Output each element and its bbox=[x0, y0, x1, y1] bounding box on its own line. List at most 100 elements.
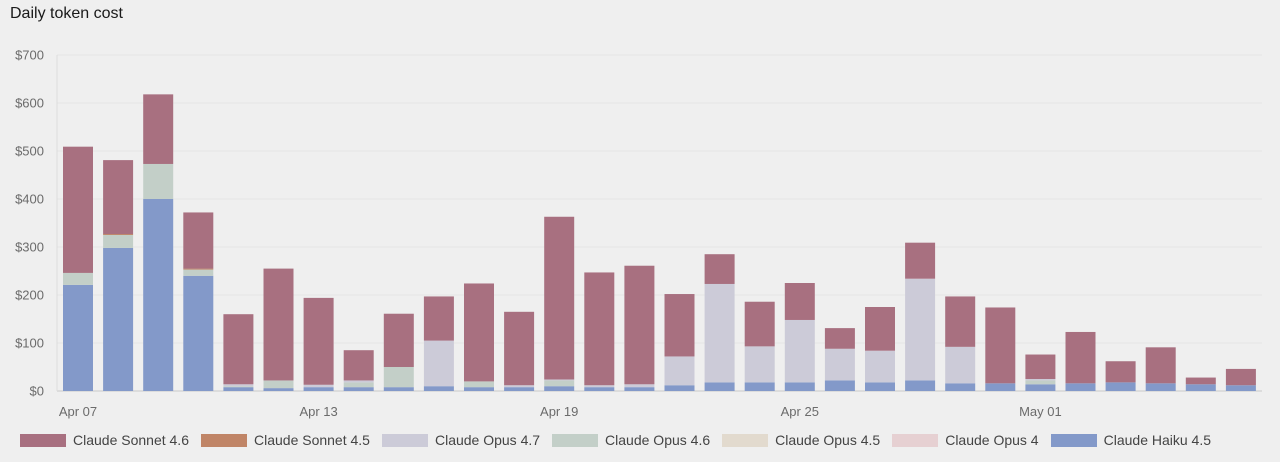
bar-segment-claude-haiku-4-5-12[interactable] bbox=[544, 386, 575, 391]
bar-segment-claude-opus-4-6-8[interactable] bbox=[383, 367, 414, 388]
bar-segment-claude-haiku-4-5-8[interactable] bbox=[383, 387, 414, 391]
bar-segment-claude-sonnet-4-6-1[interactable] bbox=[103, 160, 134, 235]
bar-segment-claude-sonnet-4-6-24[interactable] bbox=[1025, 354, 1056, 379]
bar-segment-claude-opus-4-7-12[interactable] bbox=[544, 379, 575, 381]
bar-segment-claude-haiku-4-5-2[interactable] bbox=[143, 199, 174, 391]
bar-segment-claude-opus-4-7-4[interactable] bbox=[223, 384, 254, 387]
bar-segment-claude-haiku-4-5-25[interactable] bbox=[1065, 383, 1096, 391]
legend-item-claude-opus-4[interactable]: Claude Opus 4 bbox=[892, 432, 1039, 448]
bar-segment-claude-haiku-4-5-9[interactable] bbox=[423, 386, 454, 391]
bar-segment-claude-opus-4-7-11[interactable] bbox=[504, 385, 535, 388]
bar-segment-claude-opus-4-6-12[interactable] bbox=[544, 380, 575, 387]
bar-segment-claude-opus-4-6-3[interactable] bbox=[183, 269, 214, 276]
bar-segment-claude-opus-4-7-9[interactable] bbox=[423, 340, 454, 387]
bar-segment-claude-sonnet-4-6-11[interactable] bbox=[504, 311, 535, 386]
bar-segment-claude-sonnet-4-6-0[interactable] bbox=[63, 146, 93, 273]
y-tick-label: $500 bbox=[15, 144, 44, 159]
bar-segment-claude-sonnet-4-6-5[interactable] bbox=[263, 268, 294, 381]
bar-segment-claude-opus-4-6-24[interactable] bbox=[1025, 380, 1056, 385]
bar-segment-claude-sonnet-4-6-3[interactable] bbox=[183, 212, 214, 269]
legend-swatch bbox=[722, 433, 769, 447]
bar-segment-claude-sonnet-4-5-1[interactable] bbox=[103, 234, 134, 235]
bar-segment-claude-sonnet-4-6-17[interactable] bbox=[744, 301, 775, 347]
bar-segment-claude-opus-4-7-17[interactable] bbox=[744, 346, 775, 383]
bar-segment-claude-haiku-4-5-23[interactable] bbox=[985, 383, 1016, 391]
legend-item-claude-haiku-4-5[interactable]: Claude Haiku 4.5 bbox=[1050, 432, 1211, 448]
bar-segment-claude-sonnet-4-6-23[interactable] bbox=[985, 307, 1016, 384]
bar-segment-claude-sonnet-4-5-3[interactable] bbox=[183, 268, 214, 270]
bar-segment-claude-sonnet-4-6-10[interactable] bbox=[464, 283, 494, 382]
bar-segment-claude-haiku-4-5-26[interactable] bbox=[1105, 382, 1136, 391]
bar-segment-claude-haiku-4-5-4[interactable] bbox=[223, 387, 254, 391]
bar-segment-claude-sonnet-4-6-7[interactable] bbox=[343, 350, 374, 381]
bar-segment-claude-opus-4-6-4[interactable] bbox=[223, 386, 254, 388]
bar-segment-claude-opus-4-7-13[interactable] bbox=[584, 385, 615, 388]
bar-segment-claude-haiku-4-5-22[interactable] bbox=[945, 383, 976, 391]
bar-segment-claude-opus-4-7-14[interactable] bbox=[624, 384, 655, 388]
legend-item-claude-sonnet-4-5[interactable]: Claude Sonnet 4.5 bbox=[200, 432, 370, 448]
bar-segment-claude-haiku-4-5-16[interactable] bbox=[704, 382, 735, 391]
bar-segment-claude-sonnet-4-6-19[interactable] bbox=[824, 328, 855, 349]
bar-segment-claude-opus-4-7-22[interactable] bbox=[945, 346, 976, 384]
bar-segment-claude-sonnet-4-6-8[interactable] bbox=[383, 313, 414, 367]
bar-segment-claude-opus-4-7-7[interactable] bbox=[343, 380, 374, 383]
bar-segment-claude-sonnet-4-6-25[interactable] bbox=[1065, 331, 1096, 384]
bar-segment-claude-haiku-4-5-20[interactable] bbox=[865, 382, 895, 391]
bar-segment-claude-opus-4-7-16[interactable] bbox=[704, 283, 735, 383]
bar-segment-claude-opus-4-6-5[interactable] bbox=[263, 380, 294, 389]
bar-segment-claude-haiku-4-5-0[interactable] bbox=[63, 284, 93, 391]
legend-item-claude-opus-4-5[interactable]: Claude Opus 4.5 bbox=[722, 432, 880, 448]
bar-segment-claude-sonnet-4-6-16[interactable] bbox=[704, 254, 735, 284]
bar-segment-claude-sonnet-4-6-2[interactable] bbox=[143, 94, 174, 164]
bar-segment-claude-opus-4-6-0[interactable] bbox=[63, 272, 93, 285]
bar-segment-claude-haiku-4-5-19[interactable] bbox=[824, 380, 855, 391]
bar-segment-claude-opus-4-7-6[interactable] bbox=[303, 384, 334, 388]
bar-segment-claude-haiku-4-5-21[interactable] bbox=[905, 380, 936, 391]
bar-segment-claude-haiku-4-5-10[interactable] bbox=[464, 387, 494, 391]
bar-segment-claude-opus-4-6-2[interactable] bbox=[143, 163, 174, 199]
bar-segment-claude-haiku-4-5-13[interactable] bbox=[584, 387, 615, 391]
bar-segment-claude-sonnet-4-6-18[interactable] bbox=[784, 283, 815, 320]
bar-segment-claude-sonnet-4-6-14[interactable] bbox=[624, 265, 655, 385]
bar-segment-claude-haiku-4-5-7[interactable] bbox=[343, 387, 374, 391]
bar-segment-claude-sonnet-4-6-15[interactable] bbox=[664, 294, 695, 357]
bar-segment-claude-haiku-4-5-1[interactable] bbox=[103, 247, 134, 391]
bar-segment-claude-opus-4-6-10[interactable] bbox=[464, 381, 494, 388]
bar-segment-claude-haiku-4-5-17[interactable] bbox=[744, 382, 775, 391]
bar-segment-claude-sonnet-4-6-29[interactable] bbox=[1225, 368, 1256, 386]
bar-segment-claude-haiku-4-5-18[interactable] bbox=[784, 382, 815, 391]
bar-segment-claude-opus-4-7-15[interactable] bbox=[664, 356, 695, 386]
bar-segment-claude-sonnet-4-6-4[interactable] bbox=[223, 314, 254, 385]
bar-segment-claude-haiku-4-5-14[interactable] bbox=[624, 387, 655, 391]
legend-item-claude-sonnet-4-6[interactable]: Claude Sonnet 4.6 bbox=[20, 432, 189, 448]
bar-segment-claude-opus-4-7-18[interactable] bbox=[784, 319, 815, 383]
legend-item-claude-opus-4-6[interactable]: Claude Opus 4.6 bbox=[552, 432, 710, 448]
bar-segment-claude-haiku-4-5-15[interactable] bbox=[664, 385, 695, 391]
bar-segment-claude-haiku-4-5-29[interactable] bbox=[1225, 385, 1256, 391]
bar-segment-claude-sonnet-4-6-26[interactable] bbox=[1105, 361, 1136, 383]
bar-segment-claude-sonnet-4-6-9[interactable] bbox=[423, 296, 454, 341]
bar-segment-claude-sonnet-4-6-27[interactable] bbox=[1145, 347, 1176, 384]
bar-segment-claude-opus-4-7-24[interactable] bbox=[1025, 379, 1056, 381]
bar-segment-claude-sonnet-4-6-21[interactable] bbox=[905, 242, 936, 279]
bar-segment-claude-haiku-4-5-5[interactable] bbox=[263, 388, 294, 391]
bar-segment-claude-haiku-4-5-6[interactable] bbox=[303, 387, 334, 391]
bar-segment-claude-sonnet-4-6-20[interactable] bbox=[865, 307, 895, 351]
bar-segment-claude-sonnet-4-6-22[interactable] bbox=[945, 296, 976, 347]
bar-segment-claude-opus-4-7-21[interactable] bbox=[905, 278, 936, 381]
bar-segment-claude-haiku-4-5-11[interactable] bbox=[504, 387, 535, 391]
bar-segment-claude-sonnet-4-6-6[interactable] bbox=[303, 297, 334, 385]
bar-segment-claude-sonnet-4-6-12[interactable] bbox=[544, 216, 575, 380]
bar-segment-claude-haiku-4-5-28[interactable] bbox=[1185, 384, 1216, 391]
bar-segment-claude-sonnet-4-6-28[interactable] bbox=[1185, 377, 1216, 385]
bar-segment-claude-sonnet-4-6-13[interactable] bbox=[584, 272, 615, 386]
legend-label: Claude Opus 4.6 bbox=[605, 432, 711, 448]
bar-segment-claude-opus-4-6-7[interactable] bbox=[343, 382, 374, 388]
bar-segment-claude-haiku-4-5-27[interactable] bbox=[1145, 383, 1176, 391]
bar-segment-claude-haiku-4-5-24[interactable] bbox=[1025, 384, 1056, 391]
bar-segment-claude-opus-4-7-20[interactable] bbox=[865, 350, 895, 383]
bar-segment-claude-haiku-4-5-3[interactable] bbox=[183, 275, 214, 391]
legend-item-claude-opus-4-7[interactable]: Claude Opus 4.7 bbox=[381, 432, 540, 448]
bar-segment-claude-opus-4-6-1[interactable] bbox=[103, 235, 134, 248]
bar-segment-claude-opus-4-7-19[interactable] bbox=[824, 348, 855, 381]
